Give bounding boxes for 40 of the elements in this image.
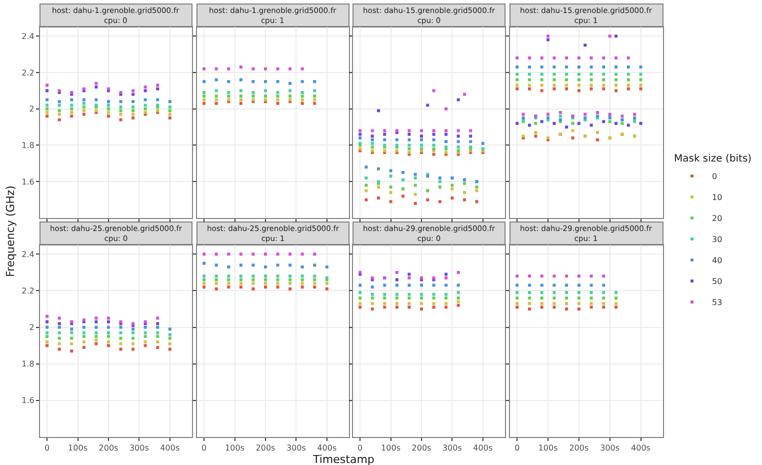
x-tick-label: 400s (631, 444, 650, 453)
x-tick-label: 100s (538, 444, 558, 453)
y-tick-label: 1.8 (22, 360, 34, 369)
legend-label: 20 (712, 214, 722, 224)
y-tick-label: 1.6 (22, 177, 34, 186)
y-tick-label: 2.2 (22, 68, 34, 78)
legend-label: 30 (712, 235, 722, 244)
x-tick-label: 0 (44, 444, 50, 453)
x-tick-label: 100s (381, 444, 400, 453)
y-tick-label: 2 (29, 323, 34, 332)
x-tick-label: 200s (569, 444, 589, 453)
legend-label: 50 (712, 277, 722, 286)
x-tick-label: 0 (358, 444, 363, 453)
y-tick-label: 1.8 (22, 141, 34, 150)
x-tick-label: 400s (317, 444, 337, 453)
x-tick-label: 0 (514, 444, 520, 453)
y-tick-label: 2.4 (22, 32, 34, 41)
x-tick-label: 200s (98, 444, 118, 453)
legend-label: 10 (712, 193, 722, 202)
x-tick-label: 300s (600, 444, 620, 453)
x-tick-label: 300s (129, 444, 149, 453)
y-tick-label: 2.2 (22, 286, 34, 296)
x-tick-label: 300s (442, 444, 462, 453)
y-tick-label: 2 (29, 104, 34, 114)
x-tick-label: 400s (160, 444, 180, 453)
x-tick-label: 100s (68, 444, 88, 453)
x-tick-label: 0 (202, 444, 207, 453)
y-axis-title: Frequency (GHz) (4, 186, 17, 277)
legend-label: 53 (712, 298, 722, 308)
x-tick-label: 200s (256, 444, 276, 453)
legend-label: 0 (712, 172, 718, 182)
x-tick-label: 300s (286, 444, 306, 453)
x-tick-label: 200s (412, 444, 432, 453)
legend-label: 40 (712, 256, 722, 266)
x-tick-label: 100s (225, 444, 244, 453)
legend-title: Mask size (bits) (674, 154, 752, 164)
y-tick-label: 2.4 (22, 250, 34, 259)
y-tick-label: 1.6 (22, 396, 34, 406)
x-axis-title: Timestamp (312, 453, 374, 465)
x-tick-label: 400s (473, 444, 493, 453)
